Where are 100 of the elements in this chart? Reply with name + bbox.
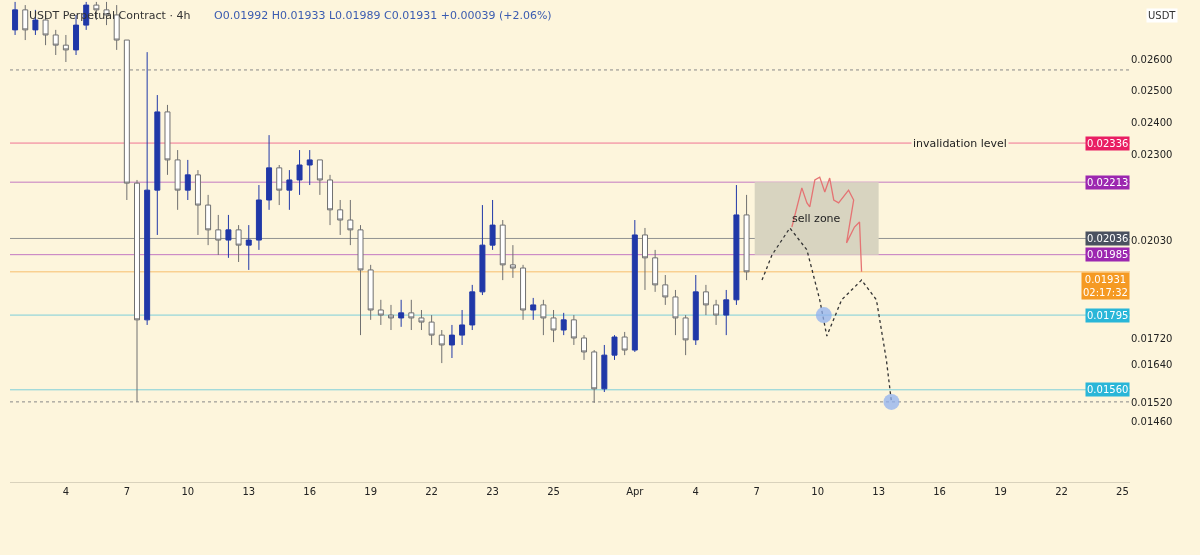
candlestick: [113, 4, 120, 51]
candlestick: [611, 334, 618, 361]
x-tick-label: 7: [123, 486, 131, 497]
x-tick-label: 19: [994, 486, 1007, 497]
ref-line-label: 0.02036: [1087, 233, 1129, 244]
text: O0.01992 H0.01933 L0.01989 C0.01931 +0.00039 (+2.06%): [214, 9, 552, 22]
candlestick: [215, 214, 222, 256]
x-tick-label: 19: [364, 486, 378, 497]
y-tick-label: 0.02500: [1131, 85, 1173, 97]
candlestick: [581, 334, 588, 361]
candlestick: [164, 104, 171, 176]
candlestick: [144, 51, 151, 326]
candlestick: [12, 1, 19, 36]
ref-line-label: 0.02336: [1087, 138, 1129, 149]
candlestick: [489, 199, 496, 251]
y-tick-label: 0.02400: [1131, 117, 1173, 129]
candlestick: [306, 149, 313, 186]
candlestick: [591, 349, 598, 404]
candlestick: [225, 214, 232, 259]
candlestick: [367, 264, 374, 321]
y-tick-label: 0.01460: [1131, 416, 1173, 428]
candlestick: [601, 344, 608, 393]
x-tick-label: 10: [181, 486, 195, 497]
candlestick: [174, 149, 181, 211]
annotation: sell zone: [792, 212, 841, 225]
x-tick-label: 13: [872, 486, 886, 497]
candlestick: [723, 289, 730, 336]
y-tick-label: 0.01520: [1131, 397, 1173, 409]
candlestick: [438, 329, 445, 364]
candlestick: [123, 39, 130, 201]
candlestick: [235, 224, 242, 263]
candlestick: [255, 184, 262, 251]
candlestick: [296, 149, 303, 196]
x-tick-label: 4: [692, 486, 699, 497]
x-tick-label: 7: [753, 486, 760, 497]
x-tick-label: 10: [811, 486, 825, 497]
candlestick: [662, 274, 669, 306]
candlestick: [408, 299, 415, 331]
y-tick-label: 0.02600: [1131, 53, 1173, 65]
y-tick-label: 0.02300: [1131, 149, 1173, 161]
candlestick: [398, 299, 405, 328]
candlestick: [743, 194, 750, 281]
candlestick: [388, 304, 394, 331]
candlestick: [540, 299, 547, 336]
candlestick: [682, 314, 689, 356]
candlestick: [621, 331, 628, 356]
y-tick-label: 0.01720: [1131, 333, 1173, 345]
candlestick: [347, 199, 354, 246]
candlestick: [428, 314, 435, 346]
candlestick: [641, 227, 648, 291]
candlestick: [570, 314, 577, 346]
candlestick: [337, 199, 344, 236]
x-tick-label: 16: [303, 486, 317, 497]
annotation: invalidation level: [913, 137, 1007, 150]
candlestick: [357, 224, 364, 336]
candlestick: [286, 169, 293, 211]
candlestick: [22, 4, 29, 41]
x-tick-label: 23: [486, 486, 499, 497]
y-tick-label: 0.02030: [1131, 234, 1173, 246]
candlestick: [184, 159, 191, 201]
candlestick: [327, 174, 334, 226]
candlestick: [692, 274, 699, 346]
y-axis-title: USDT: [1148, 10, 1177, 21]
candlestick: [266, 134, 273, 211]
candlestick: [550, 309, 557, 343]
candlestick: [134, 179, 140, 403]
candlestick: [672, 289, 679, 336]
candlestick: [713, 299, 720, 326]
candlestick: [194, 169, 201, 236]
x-tick-label: 25: [547, 486, 560, 497]
candlestick: [245, 224, 252, 271]
x-tick-label: 22: [425, 486, 438, 497]
candlestick: [469, 284, 476, 331]
ref-line-label: 0.02213: [1087, 177, 1129, 188]
candlestick: [62, 34, 69, 63]
candlestick: [479, 204, 486, 296]
candlestick: [733, 184, 740, 306]
ref-line-label: 0.01795: [1087, 310, 1129, 321]
candlestick: [530, 297, 537, 321]
candlestick: [316, 159, 323, 196]
candlestick: [509, 244, 516, 279]
candlestick: [205, 194, 212, 246]
candlestick: [560, 312, 567, 336]
candlestick: [652, 249, 659, 293]
candlestick: [702, 284, 709, 316]
candlestick: [499, 219, 506, 281]
candlestick: [631, 219, 638, 353]
candlestick: [154, 94, 161, 236]
ref-line-label: 0.01931 02:17:32: [1083, 274, 1128, 298]
x-tick-label: 16: [933, 486, 946, 497]
x-tick-label: 13: [242, 486, 256, 497]
x-tick-label: 4: [62, 486, 70, 497]
x-tick-label: Apr: [626, 486, 645, 497]
y-tick-label: 0.01640: [1131, 358, 1173, 370]
candlestick: [276, 164, 283, 206]
x-tick-label: 25: [1116, 486, 1129, 497]
candlestick: [52, 29, 59, 56]
ref-line-label: 0.01560: [1087, 384, 1129, 395]
candlestick: [418, 309, 425, 331]
candlestick: [377, 299, 384, 326]
